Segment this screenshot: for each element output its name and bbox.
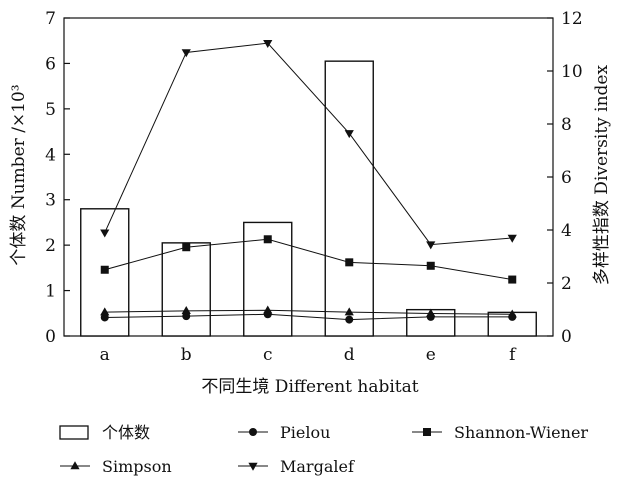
- y-left-tick-label: 6: [45, 54, 56, 74]
- data-point-margalef: [344, 130, 354, 139]
- y-right-tick-label: 12: [561, 9, 583, 29]
- data-point-simpson: [426, 308, 436, 317]
- legend-marker: [249, 428, 257, 436]
- data-point-simpson: [181, 306, 191, 315]
- legend-item: Shannon-Wiener: [412, 423, 588, 442]
- x-tick-label: a: [100, 345, 110, 365]
- x-tick-label: d: [344, 345, 355, 365]
- y-left-tick-label: 0: [45, 327, 56, 347]
- legend-marker: [70, 461, 80, 470]
- series-line-shannon-wiener: [104, 238, 513, 281]
- legend-item: Margalef: [238, 457, 355, 476]
- x-tick-label: e: [426, 345, 436, 365]
- data-point-simpson: [344, 307, 354, 316]
- data-point-shannon-wiener: [345, 258, 354, 267]
- y-right-tick-label: 6: [561, 168, 572, 188]
- data-point-pielou: [345, 315, 354, 324]
- data-point-margalef: [426, 241, 436, 250]
- x-tick-label: f: [509, 345, 517, 365]
- data-point-margalef: [100, 229, 110, 238]
- data-point-shannon-wiener: [508, 275, 517, 284]
- data-point-margalef: [181, 49, 191, 58]
- x-tick-label: b: [181, 345, 192, 365]
- legend-item: 个体数: [59, 423, 150, 442]
- legend-label: Simpson: [102, 457, 172, 476]
- y-left-tick-label: 2: [45, 236, 56, 256]
- x-axis-label: 不同生境 Different habitat: [201, 377, 418, 397]
- legend-item: Simpson: [60, 457, 172, 476]
- legend-label: Margalef: [280, 457, 355, 476]
- series-line-margalef: [104, 42, 513, 246]
- data-point-simpson: [263, 305, 273, 314]
- data-point-pielou: [100, 313, 109, 322]
- series-line-simpson: [104, 309, 513, 315]
- data-point-margalef: [263, 39, 273, 48]
- legend-label: Pielou: [280, 423, 330, 442]
- legend-swatch-bar: [59, 425, 89, 440]
- series-line-pielou: [104, 313, 513, 321]
- y-right-tick-label: 10: [561, 62, 583, 82]
- legend-label: 个体数: [102, 423, 150, 442]
- y-left-tick-label: 3: [45, 191, 56, 211]
- y-axis-label-left: 个体数 Number /×10³: [9, 84, 29, 265]
- data-point-shannon-wiener: [100, 265, 109, 274]
- y-left-tick-label: 7: [45, 9, 56, 29]
- legend: 个体数 Pielou Shannon-Wiener Simpson Margalef: [59, 423, 588, 476]
- y-right-tick-label: 2: [561, 274, 572, 294]
- legend-marker: [248, 462, 258, 471]
- data-point-simpson: [507, 309, 517, 318]
- bar: [324, 60, 374, 337]
- legend-label: Shannon-Wiener: [454, 423, 588, 442]
- y-right-tick-label: 4: [561, 221, 572, 241]
- bars-group: [80, 60, 537, 337]
- data-point-simpson: [100, 307, 110, 316]
- data-point-shannon-wiener: [263, 235, 272, 244]
- data-point-pielou: [182, 312, 191, 321]
- data-point-shannon-wiener: [182, 243, 191, 252]
- data-point-margalef: [507, 234, 517, 243]
- x-tick-label: c: [263, 345, 273, 365]
- plot-frame: [63, 17, 554, 337]
- y-left-tick-label: 4: [45, 145, 56, 165]
- y-right-tick-label: 8: [561, 115, 572, 135]
- bar: [161, 242, 211, 337]
- lines-group: [100, 39, 517, 324]
- y-left-tick-label: 1: [45, 282, 56, 302]
- legend-marker: [423, 428, 431, 436]
- y-right-tick-label: 0: [561, 327, 572, 347]
- data-point-shannon-wiener: [426, 261, 435, 270]
- y-left-tick-label: 5: [45, 100, 56, 120]
- y-axis-label-right: 多样性指数 Diversity index: [592, 65, 612, 286]
- legend-item: Pielou: [238, 423, 330, 442]
